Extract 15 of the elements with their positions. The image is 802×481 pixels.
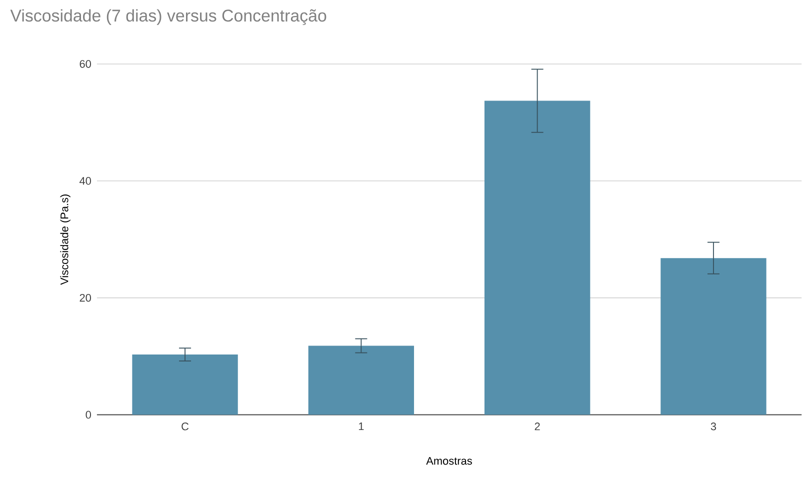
bar xyxy=(484,100,590,415)
y-tick-label: 20 xyxy=(80,294,91,302)
chart-title: Viscosidade (7 dias) versus Concentração xyxy=(10,9,326,26)
y-tick-label: 0 xyxy=(86,411,91,419)
bar xyxy=(308,346,414,415)
x-axis-title: Amostras xyxy=(426,457,472,465)
x-tick-label: 2 xyxy=(534,422,540,430)
x-tick-label: 1 xyxy=(358,422,364,430)
x-tick-label: C xyxy=(182,422,189,430)
y-axis-title: Viscosidade (Pa.s) xyxy=(60,194,70,286)
x-tick-label: 3 xyxy=(710,422,716,430)
bar xyxy=(660,258,766,415)
y-tick-label: 40 xyxy=(80,177,91,185)
bar xyxy=(132,354,238,415)
y-tick-label: 60 xyxy=(80,60,91,68)
